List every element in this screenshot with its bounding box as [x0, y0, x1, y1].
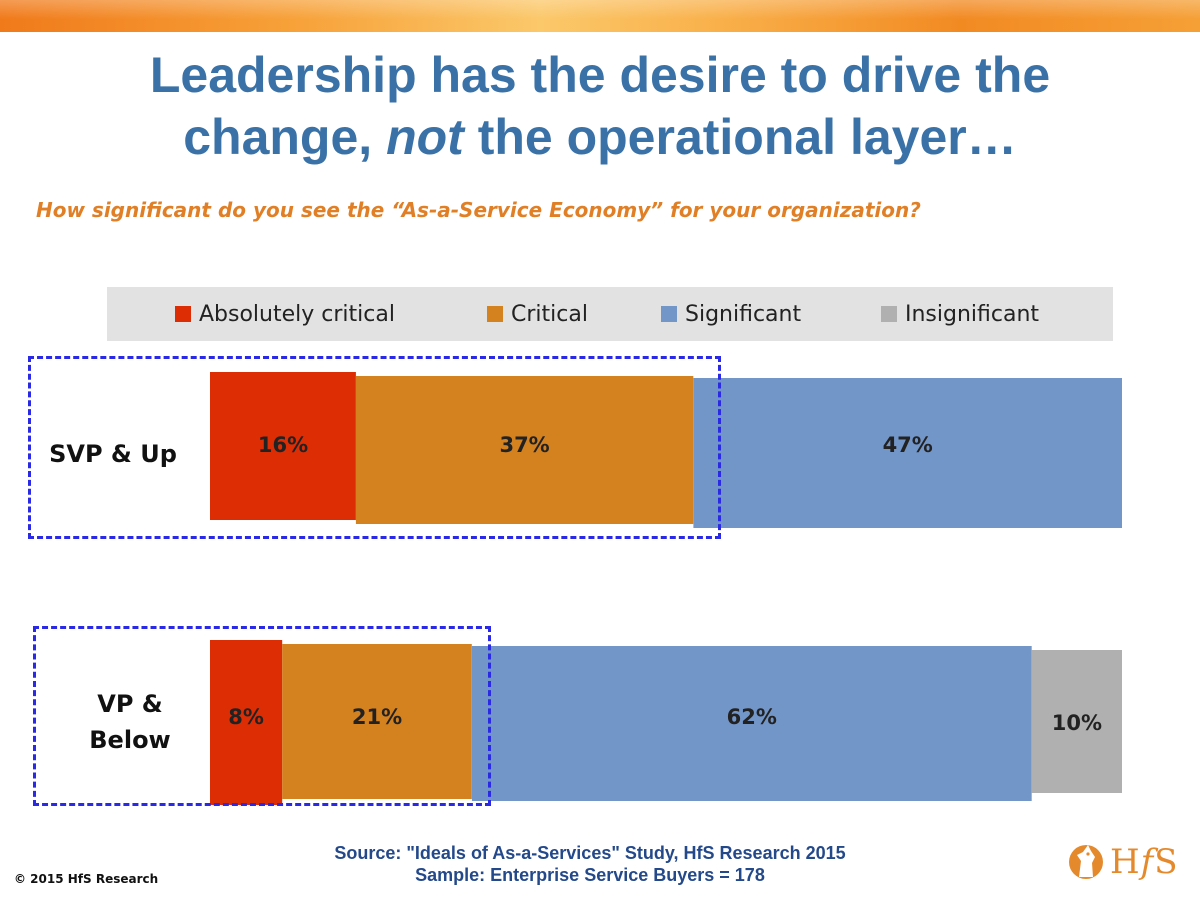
hfs-logo: HfS	[1068, 832, 1192, 892]
legend-swatch-critical	[487, 306, 503, 322]
row-label-vp-line-2: Below	[89, 726, 171, 754]
legend-label: Critical	[511, 301, 588, 327]
title-emphasis: not	[386, 109, 464, 165]
logo-letter-h: H	[1110, 842, 1141, 882]
data-label-vp-insignificant: 10%	[1052, 711, 1102, 735]
header-banner-shine	[0, 0, 1200, 32]
legend-item-absolutely-critical: Absolutely critical	[175, 287, 395, 341]
header-banner	[0, 0, 1200, 32]
legend-swatch-significant	[661, 306, 677, 322]
legend-label: Insignificant	[905, 301, 1040, 327]
title-line-2-suffix: the operational layer…	[463, 109, 1017, 165]
bar-svp-significant	[693, 378, 1122, 528]
copyright-notice: © 2015 HfS Research	[14, 872, 159, 886]
row-label-vp-line-1: VP &	[97, 690, 163, 718]
horse-head-icon	[1069, 845, 1103, 879]
sample-line: Sample: Enterprise Service Buyers = 178	[415, 865, 765, 885]
bar-vp-insignificant	[1031, 650, 1122, 793]
logo-wordmark: HfS	[1110, 842, 1179, 882]
survey-question: How significant do you see the “As-a-Ser…	[36, 198, 921, 222]
chart-legend: Absolutely critical Critical Significant…	[107, 287, 1113, 341]
logo-letter-s: S	[1154, 842, 1179, 882]
legend-item-insignificant: Insignificant	[881, 287, 1039, 341]
bar-vp-significant	[471, 646, 1032, 801]
highlight-box-vp	[33, 626, 491, 806]
data-label-svp-significant: 47%	[883, 433, 933, 457]
logo-letter-f: f	[1140, 842, 1155, 882]
title-line-2-prefix: change,	[183, 109, 387, 165]
title-line-1: Leadership has the desire to drive the	[149, 47, 1051, 103]
legend-swatch-absolutely-critical	[175, 306, 191, 322]
legend-label: Absolutely critical	[199, 301, 395, 327]
highlight-box-svp	[28, 356, 721, 539]
data-label-vp-significant: 62%	[727, 705, 777, 729]
source-note: Source: "Ideals of As-a-Services" Study,…	[240, 842, 940, 886]
legend-label: Significant	[685, 301, 802, 327]
legend-swatch-insignificant	[881, 306, 897, 322]
row-label-svp: SVP & Up	[49, 440, 177, 468]
legend-item-significant: Significant	[661, 287, 801, 341]
source-line: Source: "Ideals of As-a-Services" Study,…	[334, 843, 846, 863]
legend-item-critical: Critical	[487, 287, 588, 341]
row-label-vp: VP & Below	[60, 686, 200, 758]
slide-title: Leadership has the desire to drive the c…	[0, 44, 1200, 168]
title-line-2: change, not the operational layer…	[0, 106, 1200, 168]
